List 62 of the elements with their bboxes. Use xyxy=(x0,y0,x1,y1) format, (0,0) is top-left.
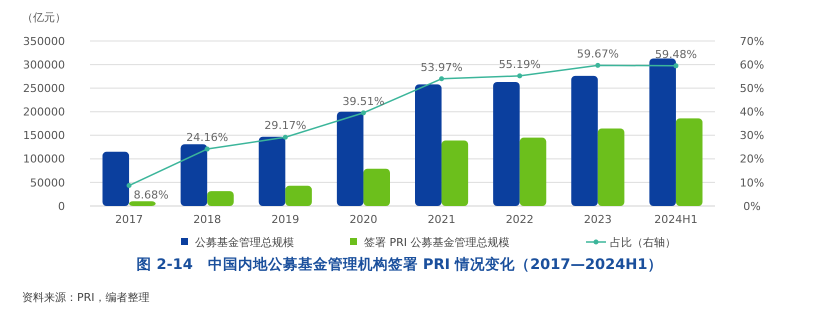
bar xyxy=(520,138,546,206)
y2-tick-label: 50% xyxy=(740,82,764,95)
bar xyxy=(285,186,312,206)
bar xyxy=(415,84,442,206)
data-label: 53.97% xyxy=(420,60,463,74)
y-tick-label: 200000 xyxy=(23,106,65,119)
x-tick-label: 2018 xyxy=(193,213,222,226)
legend-label: 公募基金管理总规模 xyxy=(195,236,294,249)
bar xyxy=(571,76,598,206)
bar xyxy=(180,144,208,206)
y2-tick-label: 20% xyxy=(740,152,764,166)
data-label: 8.68% xyxy=(134,188,169,202)
y2-tick-label: 0% xyxy=(743,200,761,213)
data-label: 59.67% xyxy=(576,47,619,60)
bar xyxy=(676,118,702,206)
bar xyxy=(258,136,286,206)
y-tick-label: 0 xyxy=(58,200,65,213)
point xyxy=(439,76,444,82)
point xyxy=(360,110,366,116)
bar xyxy=(493,82,520,206)
x-tick-label: 2023 xyxy=(584,213,612,226)
legend-label: 占比（右轴） xyxy=(610,236,676,249)
legend-label: 签署 PRI 公募基金管理总规模 xyxy=(364,236,510,249)
point xyxy=(204,146,210,152)
bar xyxy=(598,128,624,206)
x-tick-label: 2020 xyxy=(349,213,378,226)
y2-tick-label: 60% xyxy=(740,58,764,72)
y2-tick-label: 30% xyxy=(740,129,764,142)
point xyxy=(595,62,600,68)
y2-tick-label: 10% xyxy=(740,176,764,190)
y2-tick-label: 40% xyxy=(740,106,764,119)
data-label: 59.48% xyxy=(654,48,697,61)
point xyxy=(517,73,522,78)
y2-tick-label: 70% xyxy=(740,34,764,48)
point xyxy=(673,63,678,68)
y-tick-label: 50000 xyxy=(30,176,65,190)
bar xyxy=(102,152,130,206)
x-tick-label: 2024H1 xyxy=(654,213,698,226)
x-tick-label: 2021 xyxy=(428,213,456,226)
point xyxy=(126,183,132,188)
y-axis-title: （亿元） xyxy=(22,11,66,24)
y-tick-label: 100000 xyxy=(23,152,65,166)
bar xyxy=(442,140,468,206)
data-label: 29.17% xyxy=(264,119,306,132)
y-tick-label: 150000 xyxy=(23,129,65,142)
data-label: 24.16% xyxy=(186,131,228,144)
x-tick-label: 2019 xyxy=(271,213,300,226)
x-tick-label: 2022 xyxy=(506,213,534,226)
bar xyxy=(363,168,390,206)
text: 资料来源：PRI，编者整理 xyxy=(22,291,150,304)
bar xyxy=(336,112,364,206)
x-tick-label: 2017 xyxy=(115,213,144,226)
point xyxy=(282,134,288,140)
bar xyxy=(129,201,156,206)
y-tick-label: 300000 xyxy=(23,58,65,72)
bar xyxy=(649,58,676,206)
bar xyxy=(207,191,234,206)
data-label: 39.51% xyxy=(342,94,384,108)
y-tick-label: 350000 xyxy=(23,34,65,48)
text: 图 2-14 中国内地公募基金管理机构签署 PRI 情况变化（2017—2024H1） xyxy=(136,255,663,273)
y-tick-label: 250000 xyxy=(23,82,65,95)
data-label: 55.19% xyxy=(498,58,541,71)
